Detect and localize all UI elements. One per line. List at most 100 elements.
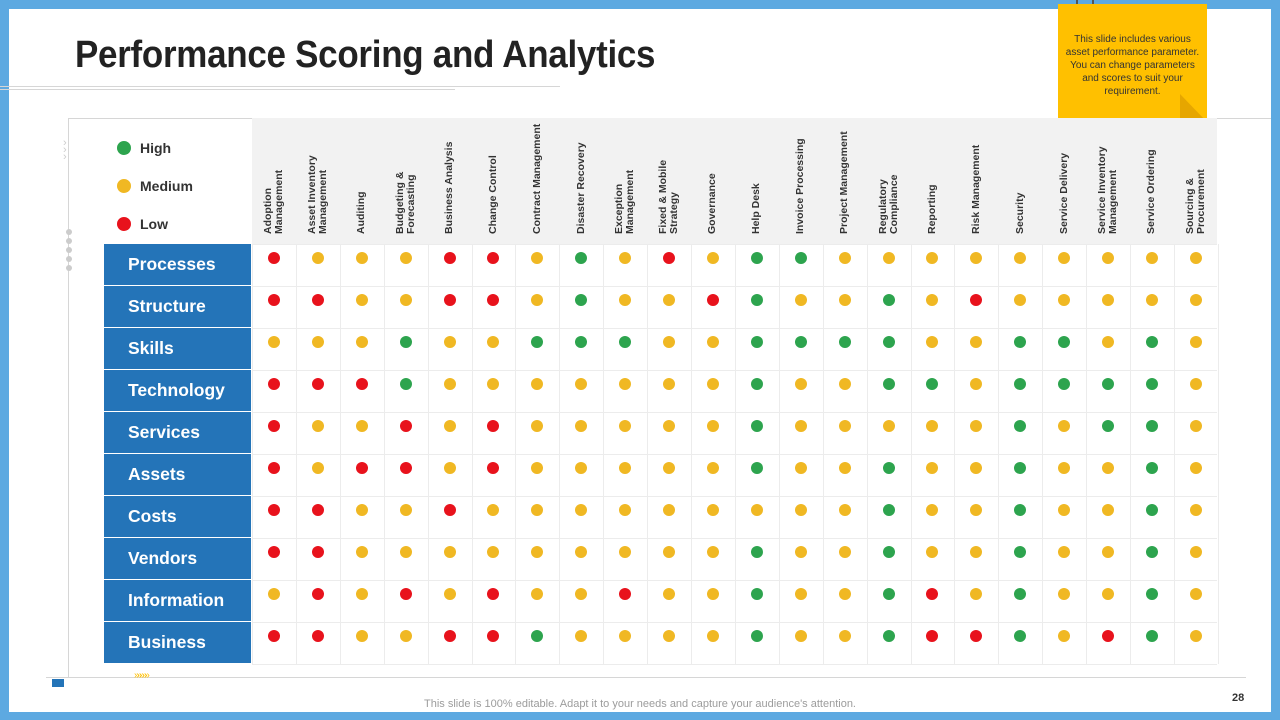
column-header-label: Change Control	[486, 155, 499, 234]
score-dot-low	[443, 252, 456, 264]
score-dot-medium	[575, 504, 588, 516]
grid-row-line	[252, 286, 1217, 287]
score-dot-medium	[1189, 462, 1202, 474]
score-dot-medium	[443, 336, 456, 348]
score-dot-high	[882, 294, 895, 306]
score-dot-medium	[794, 504, 807, 516]
score-dot-medium	[663, 336, 676, 348]
score-dot-medium	[1189, 504, 1202, 516]
score-dot-low	[311, 630, 324, 642]
score-dot-low	[619, 588, 632, 600]
column-header-label: Contract Management	[530, 123, 543, 234]
grid-row-line	[252, 454, 1217, 455]
score-dot-medium	[1058, 588, 1071, 600]
score-dot-low	[311, 378, 324, 390]
column-header: Invoice Processing	[779, 118, 823, 238]
score-dot-medium	[882, 420, 895, 432]
column-header: Disaster Recovery	[559, 118, 603, 238]
score-dot-medium	[706, 588, 719, 600]
score-dot-medium	[1145, 252, 1158, 264]
column-header: Reporting	[911, 118, 955, 238]
score-dot-medium	[663, 378, 676, 390]
score-dot-medium	[531, 294, 544, 306]
column-header: Asset Inventory Management	[296, 118, 340, 238]
score-dot-high	[926, 378, 939, 390]
score-dot-low	[487, 252, 500, 264]
score-dot-medium	[663, 546, 676, 558]
footer-text: This slide is 100% editable. Adapt it to…	[424, 698, 856, 710]
score-dot-medium	[1014, 252, 1027, 264]
score-dot-high	[882, 630, 895, 642]
score-dot-medium	[443, 588, 456, 600]
column-header-label: Service Delivery	[1057, 152, 1070, 234]
score-dot-medium	[926, 504, 939, 516]
score-dot-high	[1102, 420, 1115, 432]
score-dot-medium	[575, 462, 588, 474]
column-header: Governance	[691, 118, 735, 238]
column-header-label: Reporting	[925, 184, 938, 234]
score-dot-low	[487, 462, 500, 474]
column-header: Risk Management	[954, 118, 998, 238]
score-dot-medium	[531, 504, 544, 516]
score-dot-low	[399, 462, 412, 474]
score-dot-medium	[311, 420, 324, 432]
score-dot-medium	[1058, 546, 1071, 558]
column-header-label: Regulatory Compliance	[876, 174, 900, 234]
score-dot-medium	[355, 336, 368, 348]
score-dot-high	[838, 336, 851, 348]
score-dot-medium	[794, 462, 807, 474]
score-dot-high	[1014, 630, 1027, 642]
score-dot-high	[1145, 504, 1158, 516]
score-dot-medium	[794, 420, 807, 432]
score-dot-medium	[1058, 630, 1071, 642]
score-dot-high	[882, 462, 895, 474]
row-label-skills: Skills	[104, 328, 251, 369]
column-header-label: Fixed & Mobile Strategy	[657, 159, 681, 234]
score-dot-high	[619, 336, 632, 348]
score-dot-medium	[970, 546, 983, 558]
column-header: Service Inventory Management	[1086, 118, 1130, 238]
score-dot-medium	[794, 630, 807, 642]
score-dot-medium	[267, 336, 280, 348]
dots-decoration	[66, 229, 72, 274]
score-dot-medium	[531, 420, 544, 432]
grid-row-line	[252, 412, 1217, 413]
score-dot-medium	[970, 588, 983, 600]
score-dot-high	[794, 252, 807, 264]
column-header: Exception Management	[603, 118, 647, 238]
row-label-assets: Assets	[104, 454, 251, 495]
score-dot-medium	[575, 546, 588, 558]
score-dot-medium	[838, 504, 851, 516]
score-dot-medium	[926, 546, 939, 558]
score-dot-medium	[1102, 462, 1115, 474]
score-dot-medium	[531, 546, 544, 558]
score-dot-low	[443, 504, 456, 516]
score-dot-medium	[399, 294, 412, 306]
row-label-technology: Technology	[104, 370, 251, 411]
score-dot-low	[443, 294, 456, 306]
score-dot-medium	[399, 630, 412, 642]
score-dot-low	[267, 252, 280, 264]
score-dot-medium	[311, 336, 324, 348]
score-dot-high	[1014, 504, 1027, 516]
score-dot-high	[1145, 336, 1158, 348]
score-dot-high	[750, 252, 763, 264]
score-dot-low	[399, 420, 412, 432]
score-dot-medium	[926, 336, 939, 348]
legend-top-rule	[68, 118, 252, 119]
score-dot-medium	[443, 378, 456, 390]
score-dot-medium	[443, 420, 456, 432]
column-header-label: Governance	[706, 173, 719, 234]
score-dot-medium	[1058, 420, 1071, 432]
score-dot-medium	[838, 630, 851, 642]
column-header-label: Disaster Recovery	[574, 142, 587, 234]
score-dot-high	[1145, 462, 1158, 474]
title-divider-secondary	[0, 89, 455, 90]
score-dot-medium	[794, 294, 807, 306]
score-dot-high	[750, 420, 763, 432]
score-dot-medium	[838, 252, 851, 264]
score-dot-low	[487, 294, 500, 306]
score-dot-medium	[619, 420, 632, 432]
score-dot-medium	[531, 588, 544, 600]
score-dot-high	[750, 336, 763, 348]
